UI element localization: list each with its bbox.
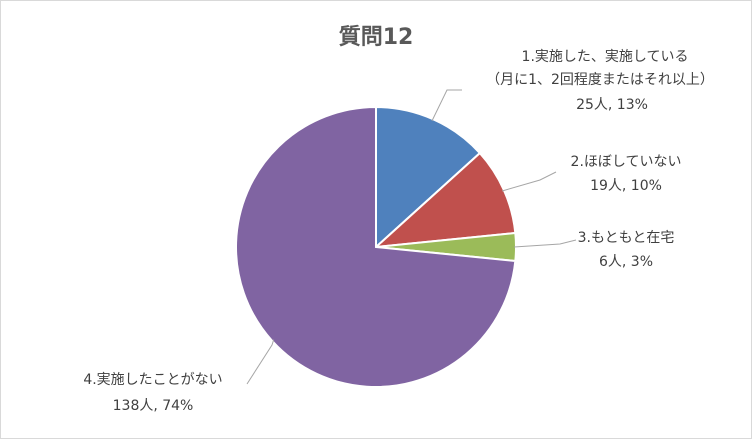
label-4-value: 138人, 74% xyxy=(113,398,194,414)
label-1-category-line2: （月に1、2回程度またはそれ以上） xyxy=(486,72,714,88)
label-3-category: 3.もともと在宅 xyxy=(578,230,675,246)
label-4-category: 4.実施したことがない xyxy=(83,372,222,388)
leader-line-1 xyxy=(431,89,462,122)
chart-title: 質問12 xyxy=(339,25,414,50)
label-3-value: 6人, 3% xyxy=(599,254,653,270)
pie-slice-4 xyxy=(235,105,517,388)
leader-line-4 xyxy=(246,339,275,385)
leader-line-2 xyxy=(501,171,557,192)
label-1-category: 1.実施した、実施している xyxy=(522,49,689,65)
label-1-value: 25人, 13% xyxy=(576,97,648,113)
leader-line-3 xyxy=(513,239,577,248)
label-2-value: 19人, 10% xyxy=(590,178,662,194)
label-2-category: 2.ほぼしていない xyxy=(571,154,682,170)
